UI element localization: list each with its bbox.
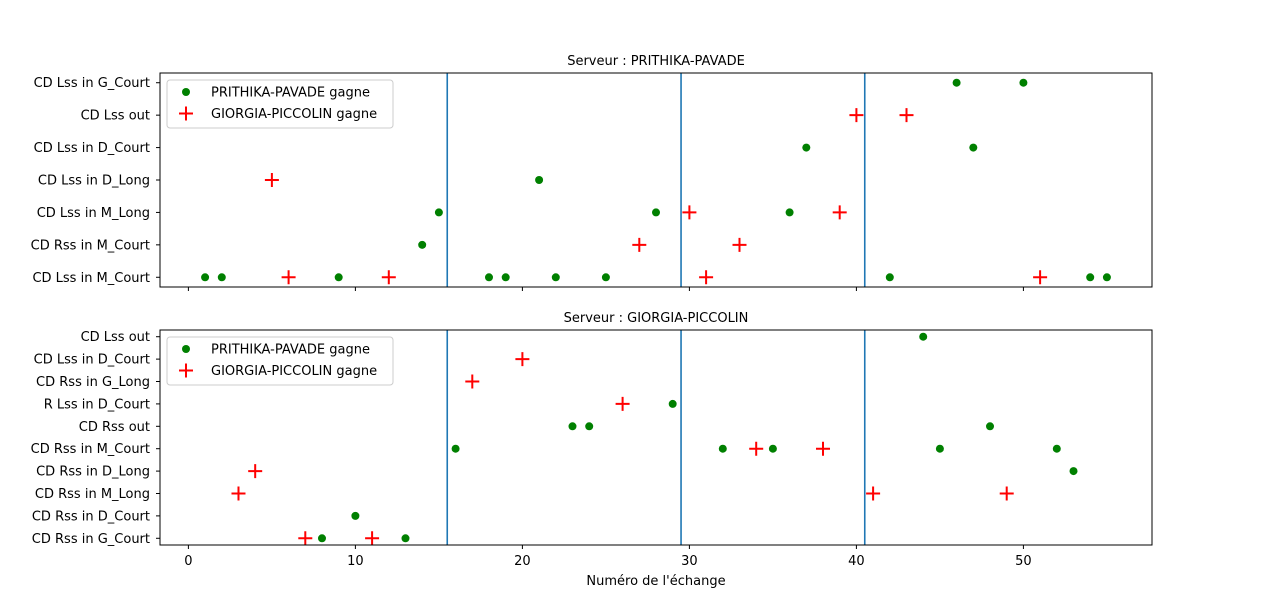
legend: PRITHIKA-PAVADE gagne GIORGIA-PICCOLIN g…	[166, 336, 394, 386]
x-axis: 0 10 20 30 40 50	[184, 554, 1031, 569]
point-red-cross	[749, 441, 764, 456]
point-green	[501, 273, 510, 282]
y-tick-label: CD Lss out	[81, 330, 150, 345]
point-red-cross	[298, 531, 313, 546]
point-green	[1069, 467, 1078, 476]
point-red-cross	[281, 270, 296, 285]
y-tick-label: CD Lss in D_Long	[38, 174, 150, 189]
subplot-server-giorgia: Serveur : GIORGIA-PICCOLIN CD Rss in G_C…	[31, 311, 1153, 549]
x-tick-label: 50	[1015, 554, 1032, 569]
point-red-cross	[732, 237, 747, 252]
point-green	[718, 444, 727, 453]
legend-red-marker	[179, 363, 193, 378]
point-green	[401, 534, 410, 543]
legend-box	[166, 336, 394, 386]
y-tick-label: CD Rss in G_Long	[36, 375, 150, 390]
point-green	[451, 444, 460, 453]
y-tick-label: CD Rss in D_Long	[36, 465, 150, 480]
point-green	[317, 534, 326, 543]
legend-box	[166, 79, 394, 129]
y-tick-label: CD Rss in M_Court	[31, 442, 150, 457]
point-green	[334, 273, 343, 282]
point-green	[217, 273, 226, 282]
point-red-cross	[849, 108, 864, 123]
point-green	[668, 399, 677, 408]
point-green	[1086, 273, 1095, 282]
y-tick-label: CD Rss in M_Court	[31, 238, 150, 253]
y-tick-label: CD Rss in M_Long	[35, 487, 150, 502]
point-red-cross	[264, 173, 279, 187]
point-red-cross	[632, 237, 647, 252]
point-red-cross	[615, 396, 630, 411]
point-green	[568, 422, 577, 431]
legend: PRITHIKA-PAVADE gagne GIORGIA-PICCOLIN g…	[166, 79, 394, 129]
point-red-cross	[465, 374, 480, 389]
point-red-cross	[682, 205, 697, 220]
point-green	[535, 176, 544, 184]
point-red-cross	[365, 531, 380, 546]
point-green	[919, 332, 928, 341]
point-green	[652, 208, 660, 217]
legend-green-marker	[182, 345, 190, 353]
subplot-server-prithika: Serveur : PRITHIKA-PAVADE CD Lss in M_Co…	[31, 54, 1153, 291]
y-tick-label: CD Lss in M_Long	[37, 206, 150, 221]
point-green	[351, 511, 360, 520]
x-axis-label: Numéro de l'échange	[586, 574, 725, 589]
point-green	[1052, 444, 1061, 453]
point-red-cross	[515, 352, 530, 367]
subplot-title: Serveur : GIORGIA-PICCOLIN	[564, 311, 749, 326]
axes-frame	[159, 329, 1153, 546]
point-red-cross	[248, 464, 263, 479]
point-red-cross	[231, 486, 246, 501]
point-red-cross	[999, 486, 1014, 501]
point-green	[885, 273, 894, 282]
point-green	[986, 422, 995, 431]
y-tick-label: CD Lss in D_Court	[34, 353, 150, 368]
legend-red-label: GIORGIA-PICCOLIN gagne	[211, 107, 377, 122]
point-green	[418, 240, 427, 249]
point-green	[969, 143, 978, 152]
y-tick-label: R Lss in D_Court	[44, 397, 150, 412]
point-green	[935, 444, 944, 453]
point-green	[1102, 273, 1111, 282]
axes-frame	[159, 72, 1153, 288]
legend-green-label: PRITHIKA-PAVADE gagne	[211, 343, 370, 358]
point-red-cross	[381, 270, 396, 285]
legend-red-label: GIORGIA-PICCOLIN gagne	[211, 364, 377, 379]
x-tick-label: 0	[184, 554, 192, 569]
subplot-title: Serveur : PRITHIKA-PAVADE	[567, 54, 745, 69]
legend-green-label: PRITHIKA-PAVADE gagne	[211, 86, 370, 101]
x-tick-label: 10	[347, 554, 364, 569]
y-tick-label: CD Lss out	[81, 109, 150, 124]
legend-red-marker	[179, 106, 193, 121]
point-green	[802, 143, 811, 152]
point-red-cross	[832, 205, 847, 220]
point-green	[484, 273, 493, 282]
point-green	[1019, 78, 1028, 87]
point-green	[201, 273, 210, 282]
point-red-cross	[699, 270, 714, 285]
y-tick-label: CD Lss in M_Court	[32, 271, 150, 286]
point-red-cross	[899, 108, 914, 123]
point-green	[785, 208, 794, 217]
y-tick-label: CD Lss in G_Court	[34, 76, 150, 91]
point-green	[952, 78, 961, 87]
x-tick-label: 30	[681, 554, 698, 569]
x-tick-label: 20	[514, 554, 531, 569]
point-red-cross	[866, 486, 881, 501]
legend-green-marker	[182, 88, 190, 96]
point-green	[551, 273, 560, 282]
point-green	[601, 273, 610, 282]
point-green	[768, 444, 777, 453]
y-tick-label: CD Rss in G_Court	[32, 532, 150, 547]
x-tick-label: 40	[848, 554, 865, 569]
point-red-cross	[1033, 270, 1048, 285]
point-red-cross	[816, 441, 831, 456]
point-green	[585, 422, 594, 431]
y-tick-label: CD Lss in D_Court	[34, 141, 150, 156]
y-tick-label: CD Rss in D_Court	[32, 509, 150, 524]
y-tick-label: CD Rss out	[79, 420, 150, 435]
point-green	[434, 208, 443, 217]
